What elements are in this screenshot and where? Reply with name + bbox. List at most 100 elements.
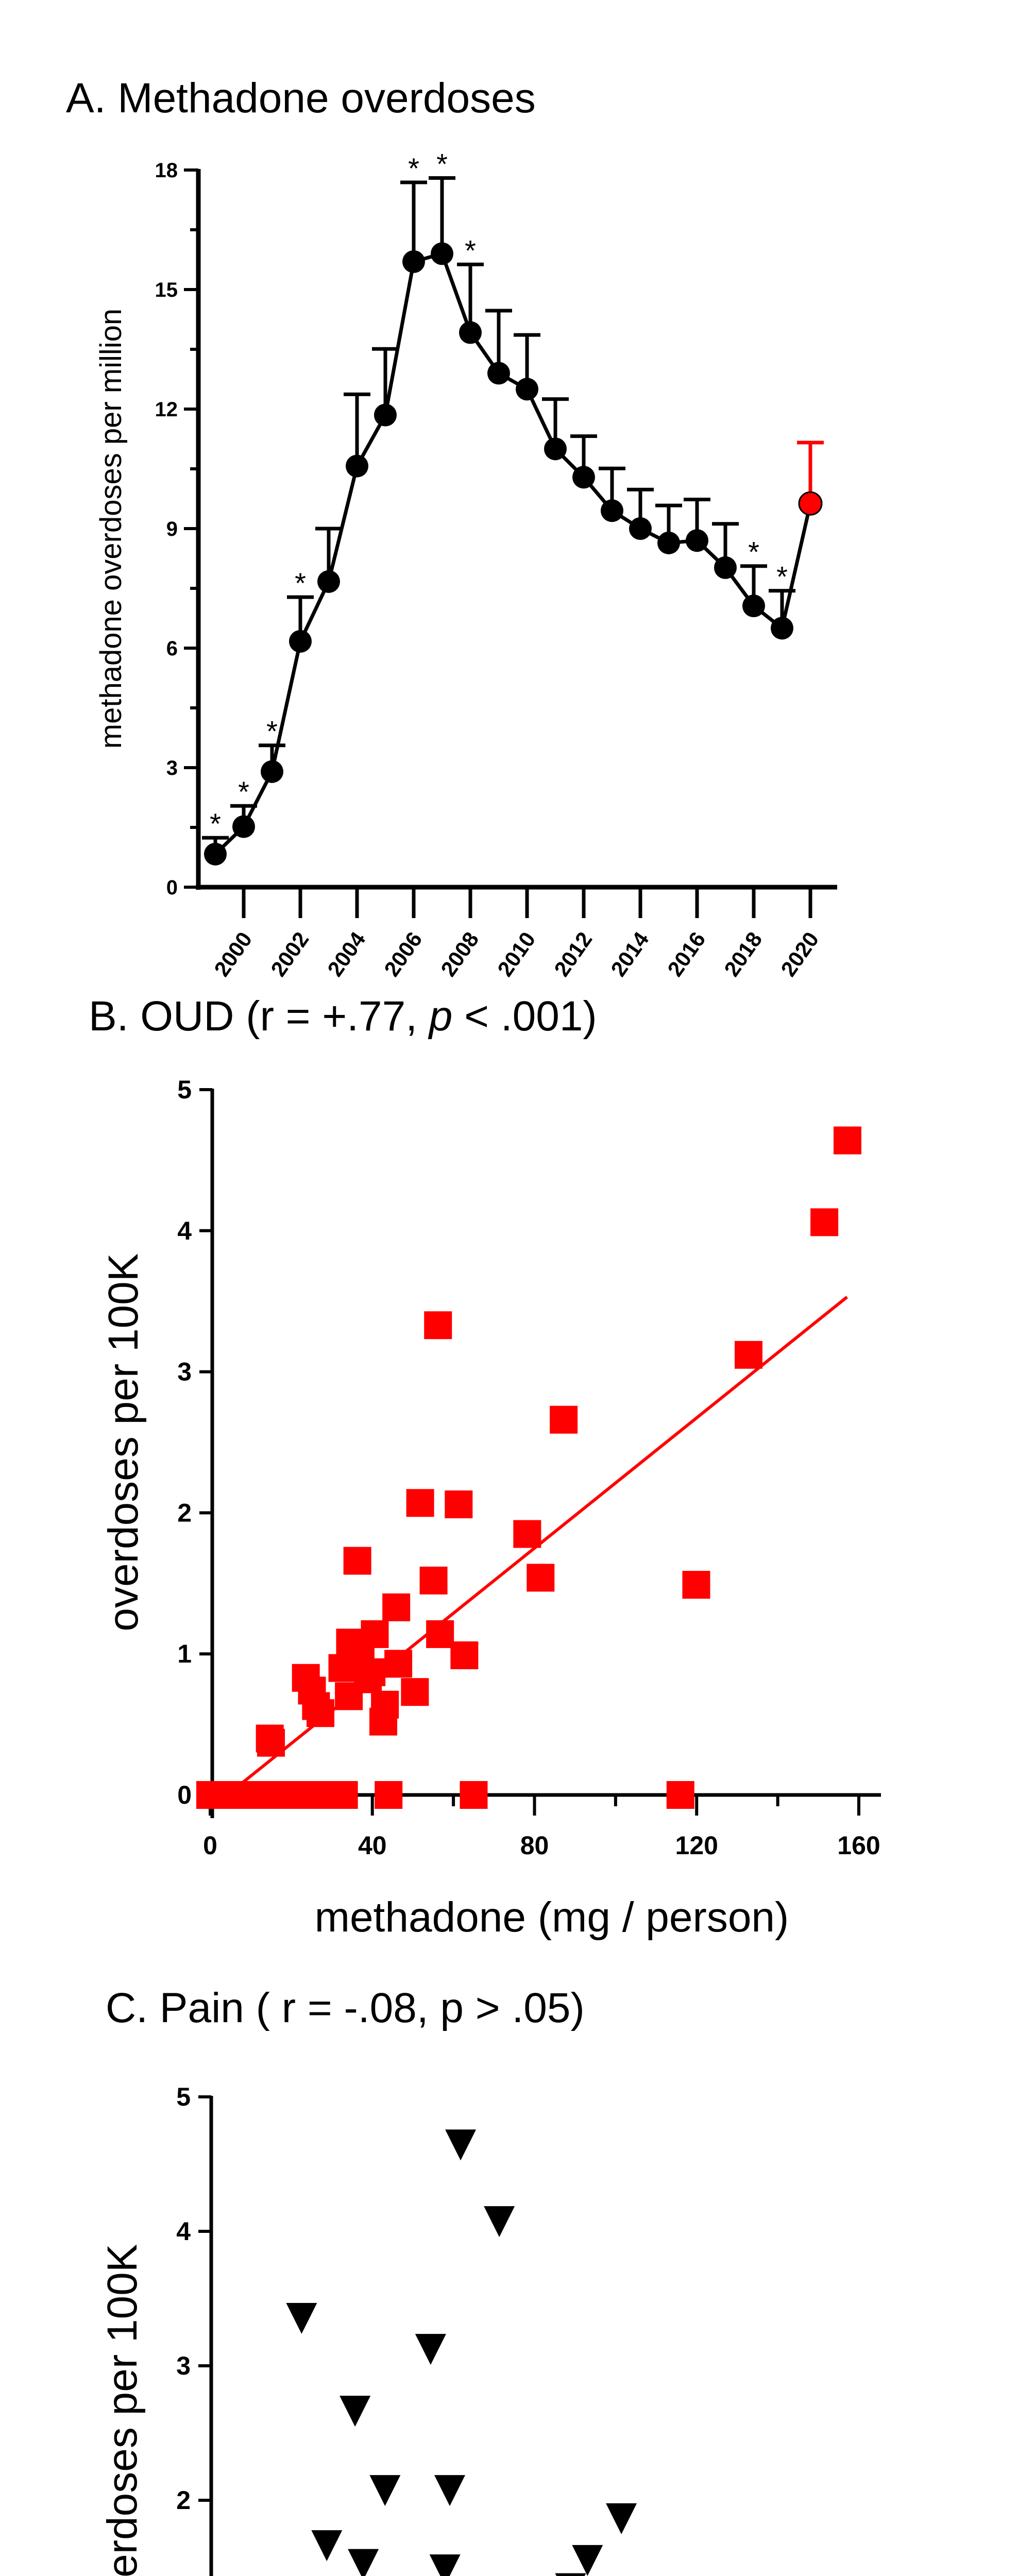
data-point	[285, 1781, 314, 1809]
data-point	[346, 454, 368, 478]
data-point	[601, 499, 623, 522]
significance-star: *	[776, 561, 788, 593]
data-point	[527, 1564, 555, 1592]
y-axis-label: overdoses per 100K	[100, 1253, 147, 1632]
data-point	[330, 1781, 358, 1809]
y-tick-label: 6	[166, 637, 178, 660]
y-tick-label: 2	[176, 2486, 191, 2515]
data-point	[445, 1490, 473, 1518]
data-point	[375, 1781, 403, 1809]
data-point	[204, 842, 227, 866]
significance-star: *	[436, 147, 448, 180]
title-part: B. OUD (r = +.77,	[89, 993, 429, 1040]
y-tick-label: 0	[177, 1781, 192, 1809]
title-part: < .001)	[452, 993, 597, 1040]
significance-star: *	[465, 234, 476, 266]
data-point	[682, 1571, 710, 1599]
y-tick-label: 3	[176, 2351, 191, 2380]
data-point	[714, 556, 737, 579]
data-point	[415, 2334, 446, 2365]
data-point	[429, 2554, 461, 2576]
y-tick-label: 9	[166, 518, 178, 540]
data-point	[459, 321, 482, 344]
x-tick-label: 0	[203, 1831, 217, 1860]
data-point	[666, 1781, 694, 1809]
y-tick-label: 3	[166, 757, 178, 779]
x-tick-label: 120	[675, 1831, 718, 1860]
y-tick-label: 5	[177, 1075, 192, 1104]
series-line	[214, 251, 812, 856]
data-point	[513, 1520, 541, 1548]
data-point	[431, 242, 453, 265]
data-point	[369, 1707, 397, 1736]
chart-c-title: C. Pain ( r = -.08, p > .05)	[106, 1985, 585, 2031]
data-point	[686, 529, 708, 552]
data-point	[629, 517, 652, 540]
data-point	[232, 815, 255, 838]
data-point	[286, 2303, 317, 2334]
data-point	[419, 1566, 448, 1595]
y-axis-label: methadone overdoses per million	[94, 309, 128, 749]
y-tick-label: 15	[155, 279, 178, 301]
data-point	[348, 2549, 379, 2576]
data-point	[450, 1641, 479, 1669]
y-tick-label: 5	[176, 2082, 191, 2111]
x-tick-label: 80	[520, 1831, 549, 1860]
y-tick-label: 18	[155, 159, 178, 182]
data-point-2020-highlight	[798, 491, 823, 516]
data-point	[340, 2396, 371, 2427]
significance-star: *	[238, 775, 249, 808]
data-point	[550, 1405, 578, 1434]
x-axis-label: methadone (mg / person)	[315, 1894, 789, 1941]
data-point	[434, 2475, 465, 2506]
data-point	[544, 437, 567, 461]
data-point	[810, 1208, 839, 1236]
data-point	[289, 630, 312, 653]
data-point	[572, 2545, 603, 2576]
data-point	[261, 760, 283, 783]
y-tick-label: 4	[176, 2217, 191, 2246]
chart-c-svg: C. Pain ( r = -.08, p > .05)012345051015…	[99, 1985, 637, 2576]
data-point	[374, 403, 397, 427]
data-point	[424, 1311, 452, 1340]
y-tick-label: 0	[166, 876, 178, 899]
y-tick-label: 2	[177, 1498, 192, 1527]
data-point	[657, 531, 680, 554]
y-tick-label: 4	[177, 1216, 192, 1245]
data-point	[382, 1593, 411, 1621]
x-tick-label: 160	[837, 1831, 880, 1860]
y-tick-label: 12	[155, 398, 178, 421]
significance-star: *	[266, 715, 278, 748]
y-tick-label: 3	[177, 1358, 192, 1386]
panel-c-pain-scatter: C. Pain ( r = -.08, p > .05)012345051015…	[0, 1958, 1035, 2576]
significance-star: *	[408, 152, 419, 184]
significance-star: *	[210, 807, 221, 840]
data-point	[734, 1341, 762, 1369]
data-point	[484, 2206, 515, 2238]
data-point	[406, 1489, 434, 1517]
data-point	[460, 1781, 488, 1809]
x-tick-label: 40	[358, 1831, 387, 1860]
data-point	[402, 250, 425, 273]
data-point	[833, 1126, 861, 1155]
data-point	[555, 2573, 586, 2576]
y-tick-label: 1	[177, 1639, 192, 1668]
data-point	[742, 595, 765, 618]
data-point	[401, 1678, 429, 1706]
significance-star: *	[748, 536, 759, 568]
data-point	[317, 570, 340, 593]
significance-star: *	[295, 567, 306, 599]
data-point	[445, 2129, 477, 2161]
data-point	[369, 2475, 401, 2506]
regression-line	[236, 1296, 849, 1788]
data-point	[311, 2530, 343, 2562]
y-axis-label: overdoses per 100K	[99, 2244, 146, 2576]
panel-a-methadone-overdoses: A. Methadone overdoses 0 3 6 9 12 15 18 2000 2002…	[0, 0, 1035, 979]
panel-b-oud-scatter: B. OUD (r = +.77, p < .001) 0 1 2 3 4 5 0 40 80 12…	[0, 953, 1035, 1958]
data-point	[606, 2503, 637, 2534]
data-point	[487, 362, 510, 385]
data-point	[771, 617, 793, 640]
data-point	[343, 1547, 371, 1575]
data-point	[516, 378, 538, 401]
